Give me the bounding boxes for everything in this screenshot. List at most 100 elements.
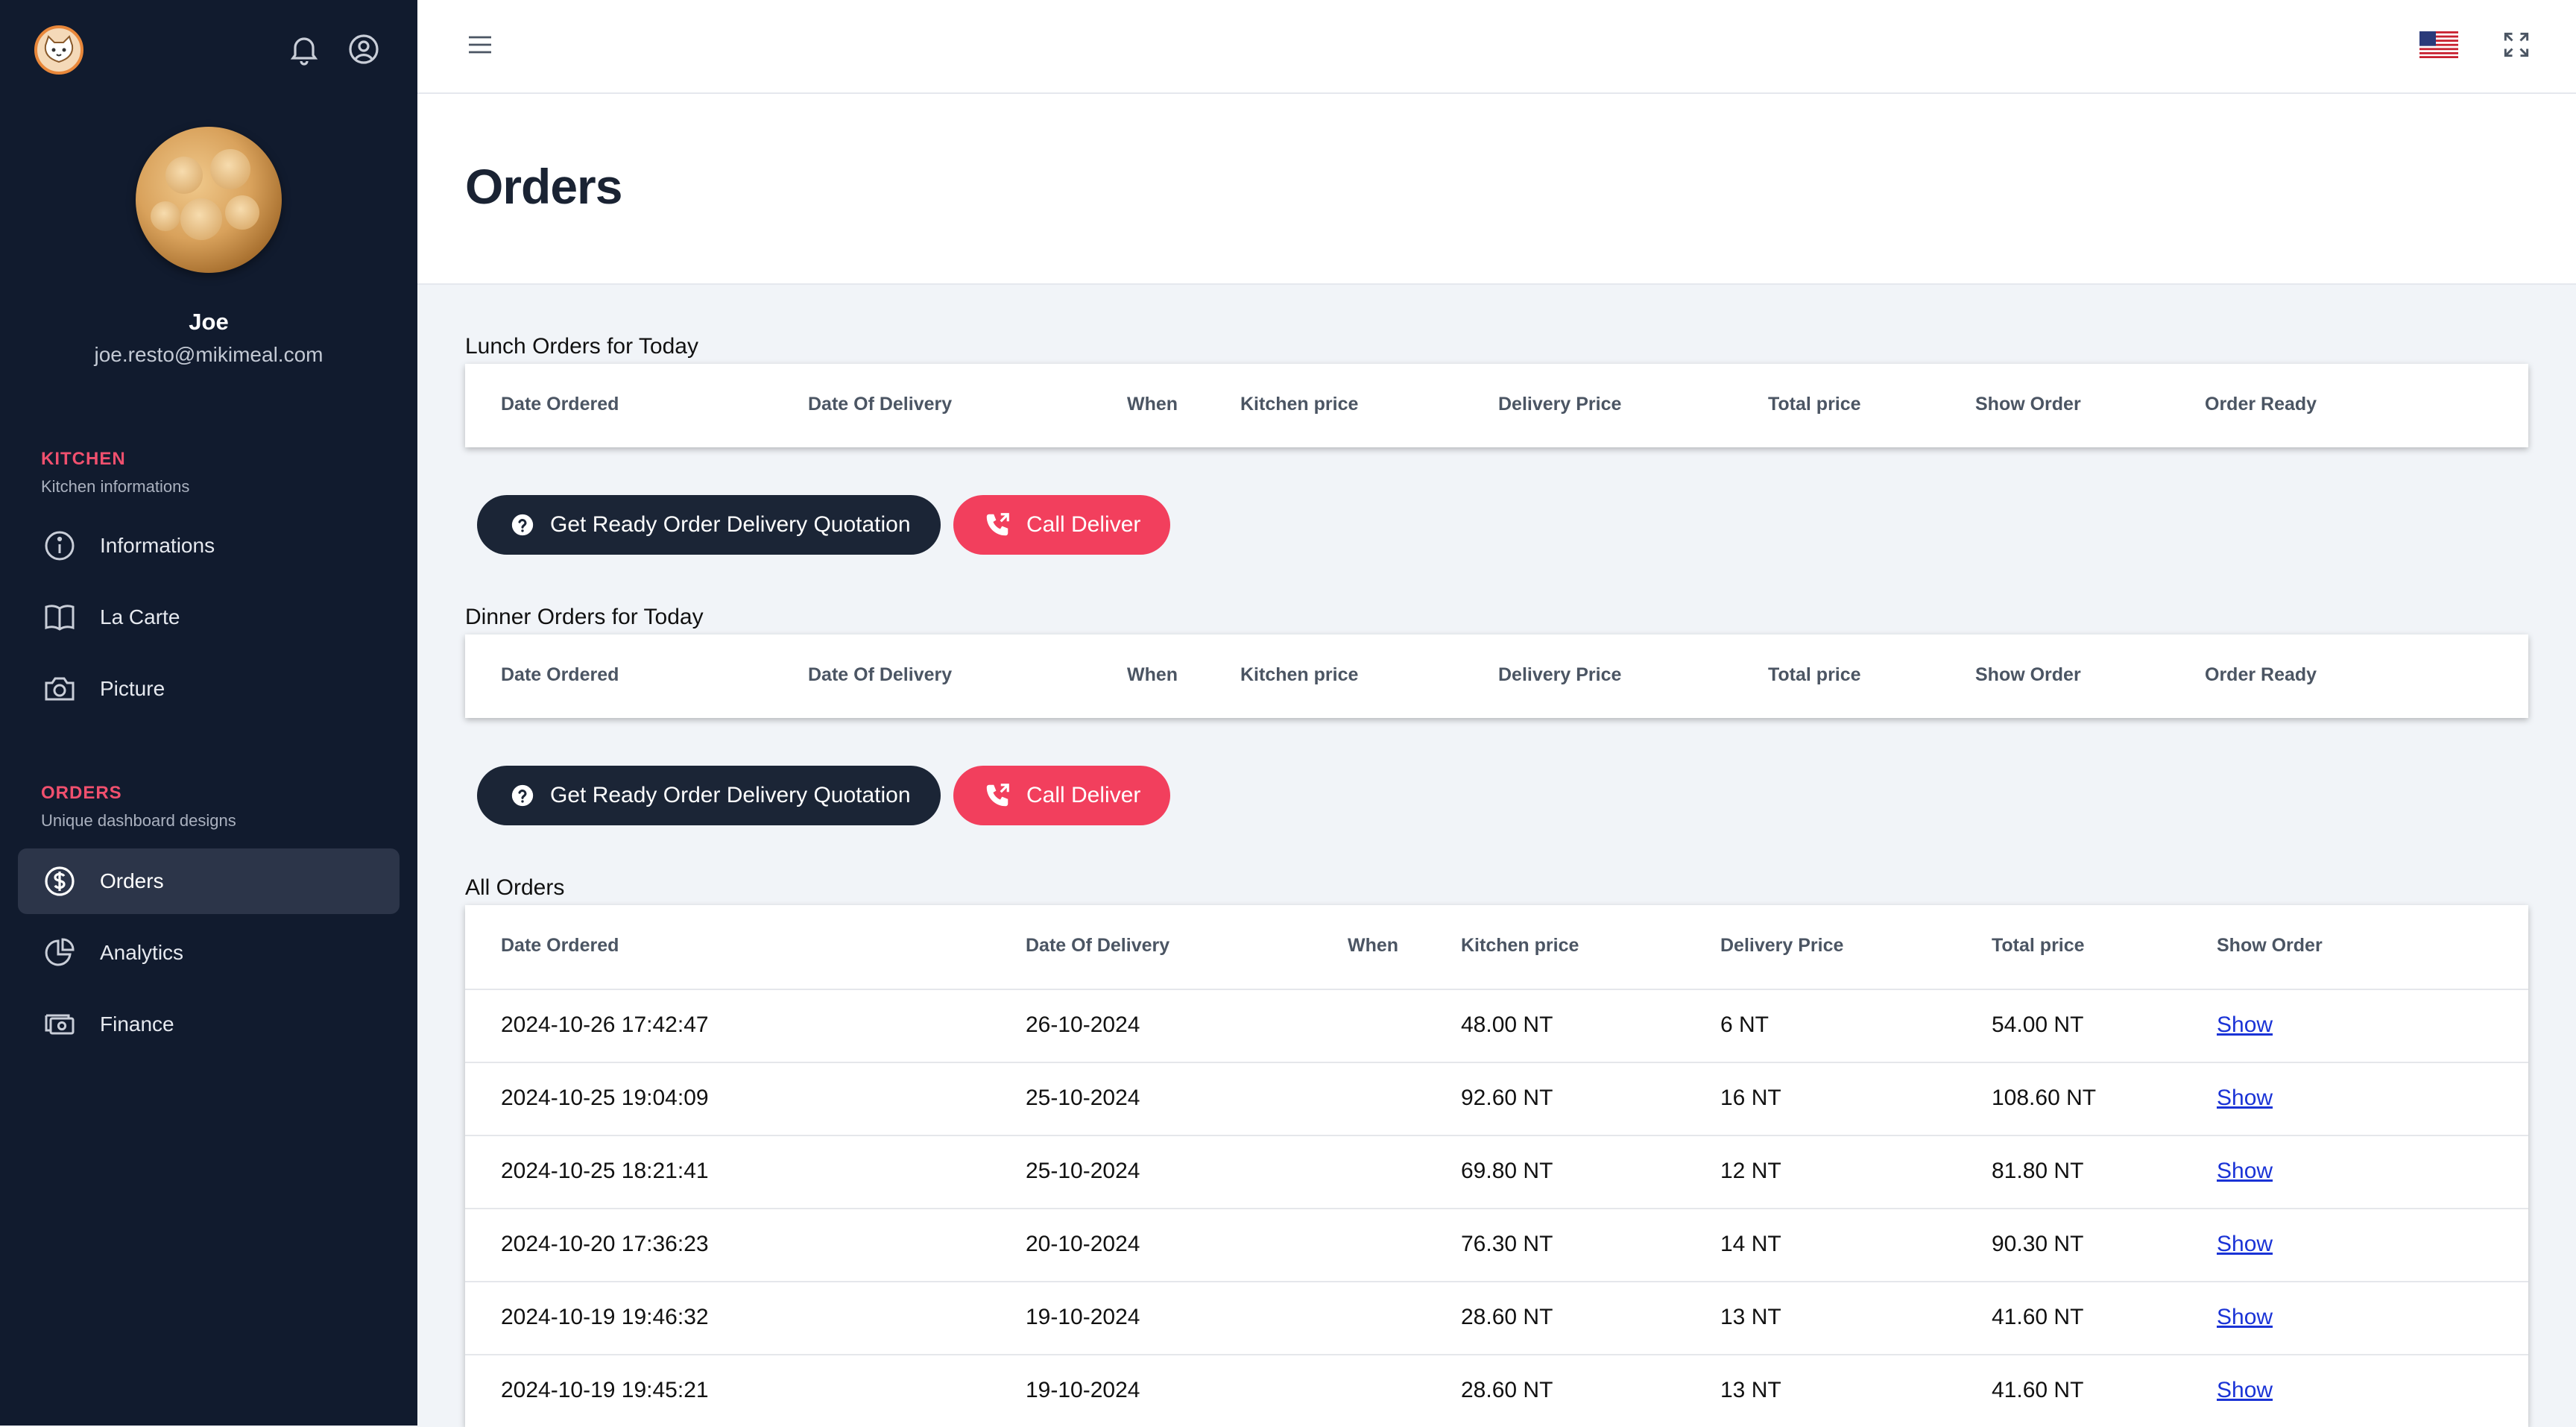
- cell-total-price: 41.60 NT: [1992, 1305, 2084, 1329]
- sidebar-item-label: Analytics: [100, 941, 184, 964]
- pie-chart-icon: [45, 938, 75, 966]
- top-bar: [417, 0, 2576, 94]
- column-header: Delivery Price: [1720, 935, 1844, 956]
- show-order-link[interactable]: Show: [2217, 1232, 2273, 1256]
- column-header: Date Of Delivery: [808, 394, 953, 415]
- cell-date-delivery: 19-10-2024: [1026, 1378, 1140, 1402]
- page-header: Orders: [417, 94, 2576, 285]
- sidebar-item-picture[interactable]: Picture: [18, 656, 400, 722]
- cell-total-price: 54.00 NT: [1992, 1012, 2084, 1037]
- show-order-link[interactable]: Show: [2217, 1305, 2273, 1329]
- user-circle-icon[interactable]: [346, 31, 382, 67]
- cell-delivery-price: 16 NT: [1720, 1086, 1781, 1110]
- all-orders-table: Date Ordered Date Of Delivery When Kitch…: [465, 905, 2528, 1427]
- cell-date-delivery: 25-10-2024: [1026, 1159, 1140, 1183]
- table-header: Date Ordered Date Of Delivery When Kitch…: [465, 364, 2528, 447]
- show-order-link[interactable]: Show: [2217, 1086, 2273, 1110]
- bell-icon[interactable]: [286, 31, 322, 67]
- book-icon: [45, 605, 75, 631]
- dinner-orders-title: Dinner Orders for Today: [465, 605, 704, 629]
- sidebar-item-orders[interactable]: Orders: [18, 848, 400, 914]
- dollar-circle-icon: [45, 866, 75, 896]
- sidebar-item-finance[interactable]: Finance: [18, 992, 400, 1057]
- sidebar-item-label: Picture: [100, 677, 165, 700]
- cell-delivery-price: 12 NT: [1720, 1159, 1781, 1183]
- phone-call-icon: [986, 513, 1009, 536]
- button-label: Call Deliver: [1026, 783, 1141, 807]
- phone-call-icon: [986, 784, 1009, 807]
- cell-kitchen-price: 92.60 NT: [1461, 1086, 1553, 1110]
- cell-kitchen-price: 69.80 NT: [1461, 1159, 1553, 1183]
- app-logo[interactable]: [34, 25, 83, 75]
- column-header: Order Ready: [2205, 664, 2317, 685]
- cell-kitchen-price: 28.60 NT: [1461, 1305, 1553, 1329]
- money-icon: [45, 1014, 75, 1035]
- lunch-quotation-button[interactable]: Get Ready Order Delivery Quotation: [477, 495, 941, 555]
- dinner-call-deliver-button[interactable]: Call Deliver: [953, 766, 1171, 825]
- cell-date-ordered: 2024-10-25 18:21:41: [501, 1159, 709, 1183]
- column-header: When: [1127, 664, 1178, 685]
- cell-delivery-price: 14 NT: [1720, 1232, 1781, 1256]
- cell-date-ordered: 2024-10-26 17:42:47: [501, 1012, 709, 1037]
- column-header: Date Ordered: [501, 935, 619, 956]
- column-header: Delivery Price: [1498, 394, 1622, 415]
- column-header: Order Ready: [2205, 394, 2317, 415]
- camera-icon: [45, 677, 75, 701]
- column-header: Date Ordered: [501, 394, 619, 415]
- column-header: When: [1348, 935, 1399, 956]
- sidebar-item-analytics[interactable]: Analytics: [18, 920, 400, 986]
- fullscreen-icon[interactable]: [2500, 28, 2533, 61]
- lunch-orders-title: Lunch Orders for Today: [465, 334, 698, 359]
- cell-delivery-price: 6 NT: [1720, 1012, 1770, 1037]
- show-order-link[interactable]: Show: [2217, 1012, 2273, 1037]
- column-header: Total price: [1768, 394, 1861, 415]
- cat-logo-icon: [44, 35, 74, 63]
- column-header: Date Ordered: [501, 664, 619, 685]
- sidebar: Joe joe.resto@mikimeal.com KITCHEN Kitch…: [0, 0, 417, 1426]
- sidebar-item-label: Finance: [100, 1012, 174, 1036]
- sidebar-item-label: La Carte: [100, 605, 180, 629]
- show-order-link[interactable]: Show: [2217, 1378, 2273, 1402]
- all-orders-title: All Orders: [465, 875, 565, 900]
- section-subtitle-kitchen: Kitchen informations: [41, 477, 190, 496]
- sidebar-item-informations[interactable]: Informations: [18, 513, 400, 579]
- table-row: 2024-10-19 19:46:32 19-10-2024 28.60 NT …: [465, 1281, 2528, 1354]
- dinner-orders-table: Date Ordered Date Of Delivery When Kitch…: [465, 634, 2528, 718]
- table-header: Date Ordered Date Of Delivery When Kitch…: [465, 905, 2528, 989]
- cell-date-ordered: 2024-10-19 19:45:21: [501, 1378, 709, 1402]
- sidebar-item-label: Informations: [100, 534, 215, 557]
- cell-date-ordered: 2024-10-19 19:46:32: [501, 1305, 709, 1329]
- sidebar-item-la-carte[interactable]: La Carte: [18, 585, 400, 650]
- button-label: Get Ready Order Delivery Quotation: [550, 783, 911, 807]
- cell-total-price: 90.30 NT: [1992, 1232, 2084, 1256]
- column-header: Total price: [1992, 935, 2085, 956]
- column-header: Show Order: [1975, 664, 2081, 685]
- cell-total-price: 41.60 NT: [1992, 1378, 2084, 1402]
- lunch-call-deliver-button[interactable]: Call Deliver: [953, 495, 1171, 555]
- column-header: Show Order: [2217, 935, 2323, 956]
- page-title: Orders: [465, 159, 622, 214]
- column-header: Kitchen price: [1240, 664, 1359, 685]
- column-header: Show Order: [1975, 394, 2081, 415]
- cell-delivery-price: 13 NT: [1720, 1378, 1781, 1402]
- table-row: 2024-10-20 17:36:23 20-10-2024 76.30 NT …: [465, 1208, 2528, 1281]
- section-title-kitchen: KITCHEN: [41, 449, 126, 469]
- table-row: 2024-10-19 19:45:21 19-10-2024 28.60 NT …: [465, 1354, 2528, 1427]
- cell-kitchen-price: 76.30 NT: [1461, 1232, 1553, 1256]
- avatar: [136, 127, 282, 273]
- column-header: When: [1127, 394, 1178, 415]
- button-label: Call Deliver: [1026, 512, 1141, 537]
- button-label: Get Ready Order Delivery Quotation: [550, 512, 911, 537]
- info-icon: [45, 531, 75, 561]
- table-header: Date Ordered Date Of Delivery When Kitch…: [465, 634, 2528, 718]
- show-order-link[interactable]: Show: [2217, 1159, 2273, 1183]
- us-flag-icon[interactable]: [2419, 31, 2458, 58]
- menu-icon[interactable]: [465, 30, 495, 60]
- dinner-quotation-button[interactable]: Get Ready Order Delivery Quotation: [477, 766, 941, 825]
- column-header: Kitchen price: [1240, 394, 1359, 415]
- table-row: 2024-10-26 17:42:47 26-10-2024 48.00 NT …: [465, 989, 2528, 1062]
- column-header: Kitchen price: [1461, 935, 1579, 956]
- cell-date-delivery: 19-10-2024: [1026, 1305, 1140, 1329]
- user-name: Joe: [189, 309, 229, 335]
- lunch-orders-table: Date Ordered Date Of Delivery When Kitch…: [465, 364, 2528, 447]
